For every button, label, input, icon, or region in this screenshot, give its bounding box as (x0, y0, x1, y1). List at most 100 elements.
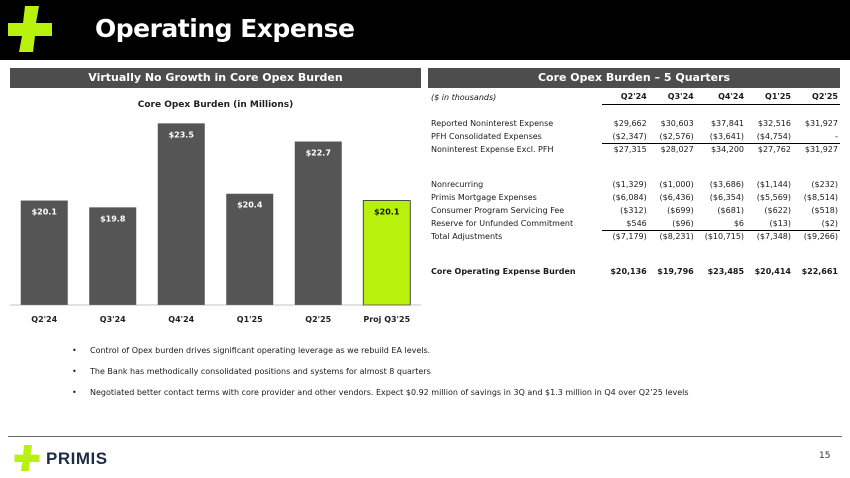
row-label: PFH Consolidated Expenses (431, 132, 542, 141)
row-value: $546 (601, 217, 649, 231)
bullet-item: • The Bank has methodically consolidated … (64, 367, 844, 388)
row-value: ($7,179) (612, 232, 647, 242)
column-header: Q1'25 (746, 90, 793, 105)
bar-1 (89, 207, 137, 305)
row-value: ($232) (811, 180, 838, 189)
bar-2 (157, 123, 205, 305)
core-opex-table-grid: ($ in thousands) Q2'24 Q3'24 Q4'24 Q1'25 Q2'2… (428, 90, 840, 278)
chart-panel-header: Virtually No Growth in Core Opex Burden (10, 68, 421, 88)
column-header: Q2'24 (601, 90, 649, 105)
chart-title: Core Opex Burden (in Millions) (138, 100, 294, 110)
table-row: Reserve for Unfunded Commitment $546 ($96)… (428, 217, 840, 231)
row-value: ($312) (620, 206, 647, 215)
chart-canvas: Core Opex Burden (in Millions) $20.1 Q2'24… (10, 100, 421, 324)
row-value: $32,516 (757, 119, 791, 128)
bar-value-label-4: $22.7 (306, 149, 331, 158)
bar-0 (20, 200, 68, 305)
row-value: ($2,347) (601, 130, 649, 144)
row-value: $22,661 (801, 267, 838, 276)
row-label: Reported Noninterest Expense (431, 119, 554, 128)
x-tick-label-1: Q3'24 (100, 315, 126, 324)
bullet-text: Negotiated better contact terms with cor… (90, 388, 689, 397)
row-value: ($6,084) (612, 193, 647, 202)
core-opex-table: ($ in thousands) Q2'24 Q3'24 Q4'24 Q1'25 Q2'2… (428, 90, 840, 278)
table-spacer (428, 167, 840, 178)
row-value: ($6,436) (659, 193, 694, 202)
table-row: Consumer Program Servicing Fee ($312) ($69… (428, 204, 840, 217)
row-value: ($8,231) (659, 232, 694, 242)
row-value: ($10,715) (704, 232, 745, 242)
x-tick-label-2: Q4'24 (168, 315, 194, 324)
page-title: Operating Expense (95, 14, 355, 43)
table-row: Primis Mortgage Expenses ($6,084) ($6,436)… (428, 191, 840, 204)
bar-4 (294, 141, 342, 305)
row-value: ($2) (793, 217, 840, 231)
core-opex-bar-chart: Core Opex Burden (in Millions) $20.1 Q2'24… (10, 90, 421, 330)
row-value: $27,315 (613, 145, 647, 155)
table-spacer (428, 104, 840, 117)
bar-value-label-1: $19.8 (100, 214, 126, 223)
table-row: Reported Noninterest Expense $29,662 $30,6… (428, 117, 840, 130)
footer-divider (8, 436, 842, 437)
row-label: Primis Mortgage Expenses (431, 193, 537, 202)
x-tick-label-3: Q1'25 (237, 315, 263, 324)
row-value: - (793, 130, 840, 144)
row-value: ($5,569) (756, 193, 791, 202)
row-value: ($1,000) (659, 180, 694, 189)
row-value: $20,136 (610, 267, 647, 276)
row-value: ($8,514) (803, 193, 838, 202)
row-value: ($699) (667, 206, 694, 215)
table-spacer (428, 243, 840, 254)
row-value: ($3,641) (695, 130, 747, 144)
bullet-dot-icon: • (72, 346, 77, 355)
row-value: ($7,348) (756, 232, 791, 242)
bullet-item: • Control of Opex burden drives significa… (64, 346, 844, 367)
x-tick-label-4: Q2'25 (305, 315, 331, 324)
row-value: ($3,686) (709, 180, 745, 189)
x-tick-label-0: Q2'24 (31, 315, 57, 324)
column-header: Q2'25 (793, 90, 840, 105)
table-row: Core Operating Expense Burden $20,136 $19,… (428, 265, 840, 278)
primis-plus-logo-icon (8, 6, 52, 52)
table-row: Noninterest Expense Excl. PFH $27,315 $28,… (428, 143, 840, 156)
table-panel-header: Core Opex Burden – 5 Quarters (428, 68, 840, 88)
x-tick-label-5: Proj Q3'25 (363, 315, 410, 324)
row-value: ($622) (764, 206, 791, 215)
table-header-row: ($ in thousands) Q2'24 Q3'24 Q4'24 Q1'25 Q2'2… (428, 90, 840, 105)
bar-value-label-3: $20.4 (237, 201, 263, 210)
footer-brand: PRIMIS (46, 449, 108, 468)
bullet-text: Control of Opex burden drives significan… (90, 346, 431, 355)
row-label: Reserve for Unfunded Commitment (431, 219, 574, 228)
row-label: Nonrecurring (431, 180, 484, 189)
title-bar: Operating Expense (0, 0, 850, 60)
row-value: $31,927 (804, 145, 838, 155)
row-label: Core Operating Expense Burden (431, 267, 576, 276)
bullet-dot-icon: • (72, 388, 77, 397)
column-header: Q4'24 (695, 90, 747, 105)
row-value: ($6,354) (709, 193, 745, 202)
row-value: $27,762 (757, 145, 791, 155)
row-value: ($1,144) (756, 180, 791, 189)
bullet-text: The Bank has methodically consolidated p… (90, 367, 431, 376)
bullet-list: • Control of Opex burden drives significa… (64, 346, 844, 409)
row-label: Total Adjustments (431, 232, 503, 241)
row-label: Noninterest Expense Excl. PFH (431, 145, 554, 154)
row-label: Consumer Program Servicing Fee (431, 206, 565, 215)
row-value: $30,603 (660, 119, 694, 128)
row-value: ($518) (811, 206, 838, 215)
row-value: $6 (695, 217, 747, 231)
row-value: $28,027 (660, 145, 694, 155)
row-value: $37,841 (710, 119, 745, 128)
row-value: $19,796 (657, 267, 694, 276)
row-value: ($96) (648, 217, 696, 231)
table-row: Total Adjustments ($7,179) ($8,231) ($10,71… (428, 230, 840, 243)
page-number: 15 (819, 451, 831, 461)
bar-3 (226, 193, 274, 305)
bullet-dot-icon: • (72, 367, 77, 376)
row-value: ($681) (717, 206, 745, 215)
row-value: ($13) (746, 217, 793, 231)
table-row: Nonrecurring ($1,329) ($1,000) ($3,686) ($1,… (428, 178, 840, 191)
row-value: $31,927 (804, 119, 838, 128)
primis-footer-plus-icon (14, 445, 40, 471)
row-value: ($4,754) (746, 130, 793, 144)
